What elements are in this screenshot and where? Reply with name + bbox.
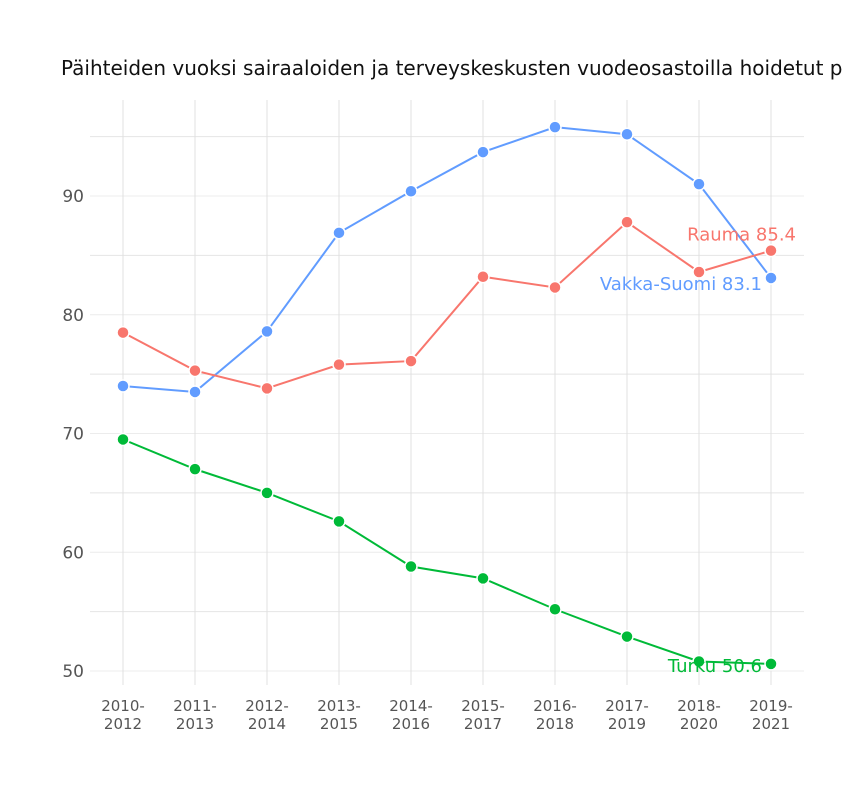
series-end-label: Turku 50.6	[667, 656, 762, 677]
x-tick-label: 2012-2014	[245, 697, 289, 733]
data-point	[116, 325, 130, 340]
data-point	[476, 145, 490, 159]
data-point	[548, 602, 562, 616]
data-point	[548, 280, 562, 295]
data-point	[548, 120, 562, 134]
data-point	[692, 177, 706, 191]
chart-title: Päihteiden vuoksi sairaaloiden ja tervey…	[61, 56, 843, 80]
data-point	[260, 324, 274, 339]
series-end-label: Vakka-Suomi 83.1	[600, 274, 762, 295]
data-point	[116, 379, 130, 393]
data-point	[692, 654, 706, 669]
data-point	[764, 657, 778, 671]
series-line-vakka-suomi	[122, 126, 772, 393]
y-tick-label: 50	[62, 662, 84, 682]
data-point	[332, 514, 346, 529]
x-tick-label: 2017-2019	[605, 697, 649, 733]
y-tick-label: 70	[62, 425, 84, 445]
y-tick-label: 60	[62, 543, 84, 563]
data-point	[620, 629, 634, 644]
data-point	[188, 385, 202, 399]
data-point	[260, 381, 274, 396]
data-point	[404, 559, 418, 574]
data-point	[188, 363, 202, 378]
data-point	[620, 127, 634, 141]
x-tick-label: 2015-2017	[461, 697, 505, 733]
x-tick-label: 2013-2015	[317, 697, 361, 733]
data-point	[332, 357, 346, 372]
series-line-rauma	[122, 220, 772, 390]
x-tick-label: 2014-2016	[389, 697, 433, 733]
data-point	[476, 571, 490, 586]
y-tick-label: 80	[62, 306, 84, 326]
data-point	[764, 271, 778, 285]
data-point	[404, 354, 418, 368]
data-point	[260, 486, 274, 500]
x-tick-label: 2010-2012	[101, 697, 145, 733]
series-line-turku	[122, 438, 772, 665]
x-tick-label: 2011-2013	[173, 697, 217, 733]
x-tick-label: 2016-2018	[533, 697, 577, 733]
data-point	[476, 270, 490, 284]
y-tick-label: 90	[62, 187, 84, 207]
data-point	[332, 226, 346, 240]
data-point	[116, 432, 130, 447]
data-point	[764, 243, 778, 258]
data-point	[188, 462, 202, 476]
x-tick-label: 2019-2021	[749, 697, 793, 733]
series-end-label: Rauma 85.4	[687, 225, 796, 246]
data-point	[620, 215, 634, 229]
data-point	[692, 265, 706, 279]
data-point	[404, 184, 418, 198]
x-tick-label: 2018-2020	[677, 697, 721, 733]
